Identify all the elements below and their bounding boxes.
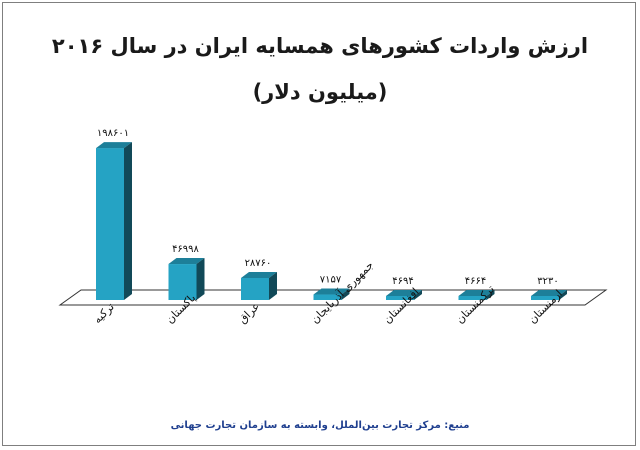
bar-front <box>458 296 487 300</box>
bar <box>241 271 277 300</box>
bar-top <box>531 290 567 296</box>
bar <box>386 290 422 300</box>
data-labels-group: ۱۹۸۶۰۱ ۴۶۹۹۸ ۲۸۷۶۰ ۷۱۵۷ ۴۶۹۴ ۴۶۶۴ ۳۲۳۰ <box>97 128 559 287</box>
chart-subtitle: (میلیون دلار) <box>252 80 388 104</box>
bar <box>313 288 350 300</box>
bar-side <box>414 290 422 300</box>
data-label: ۴۶۹۴ <box>392 276 413 287</box>
data-label: ۱۹۸۶۰۱ <box>97 128 129 139</box>
bar <box>531 290 567 300</box>
bar-front <box>241 277 269 300</box>
data-label: ۷۱۵۷ <box>320 275 342 286</box>
bar-top <box>241 271 277 278</box>
bar-front <box>313 294 342 300</box>
bar-side <box>124 142 132 300</box>
bar-top <box>96 142 132 149</box>
data-label: ۲۸۷۶۰ <box>245 258 272 269</box>
data-label: ۴۶۶۴ <box>465 276 486 287</box>
bar-side <box>559 290 567 300</box>
bar-top <box>386 290 422 296</box>
bar-top <box>168 258 205 265</box>
data-label: ۳۲۳۰ <box>537 276 558 287</box>
bar-side <box>486 290 495 300</box>
bar-top <box>313 288 350 295</box>
bar-top <box>458 290 495 296</box>
chart-title: ارزش واردات کشورهای همسایه ایران در سال … <box>51 34 589 58</box>
bar-side <box>196 258 205 300</box>
bar <box>458 290 495 300</box>
bar-front <box>531 296 559 300</box>
bar-front <box>386 296 414 300</box>
bar <box>96 142 132 300</box>
source-note: منبع: مرکز تجارت بین‌الملل، وابسته به سا… <box>170 420 470 431</box>
data-label: ۴۶۹۹۸ <box>172 244 199 255</box>
bars-group <box>96 142 567 300</box>
bar-front <box>168 264 197 300</box>
bar-side <box>341 288 350 300</box>
bar <box>168 258 205 300</box>
bar-front <box>96 148 124 300</box>
bar-side <box>269 271 277 300</box>
